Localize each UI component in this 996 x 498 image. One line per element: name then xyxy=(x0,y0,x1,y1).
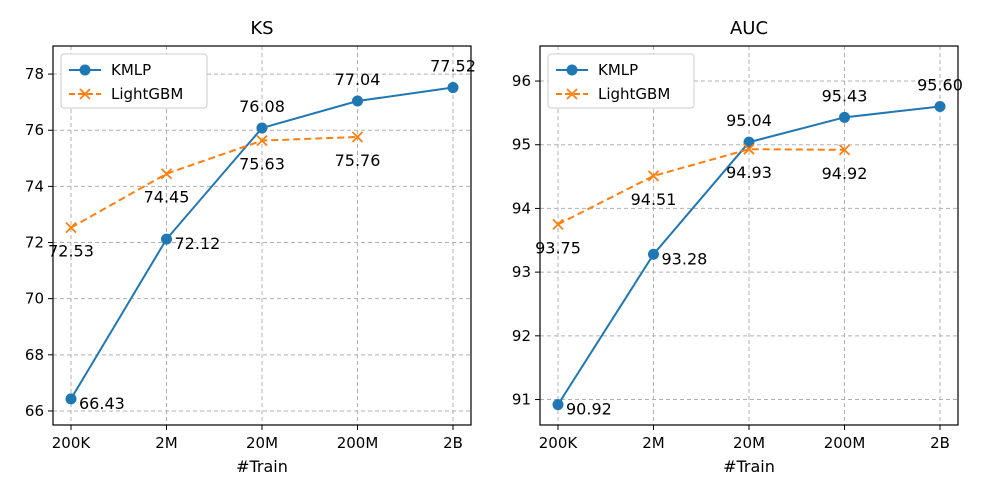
data-label: 72.12 xyxy=(175,234,221,253)
data-label: 77.52 xyxy=(430,57,476,76)
x-tick-label: 200K xyxy=(539,434,579,452)
legend-marker xyxy=(566,64,578,76)
data-label: 75.76 xyxy=(335,151,381,170)
legend-label: LightGBM xyxy=(111,85,183,103)
data-label: 94.92 xyxy=(822,164,868,183)
lightgbm-point xyxy=(65,222,77,234)
chart-title: KS xyxy=(250,18,273,39)
x-tick-label: 200M xyxy=(337,434,379,452)
legend: KMLP LightGBM xyxy=(60,53,208,109)
kmlp-point xyxy=(934,101,946,113)
x-tick-label: 2M xyxy=(155,434,178,452)
data-label: 72.53 xyxy=(48,242,94,261)
data-label: 95.43 xyxy=(822,86,868,105)
y-tick-label: 95 xyxy=(512,136,531,154)
lightgbm-point xyxy=(256,134,268,147)
y-tick-label: 92 xyxy=(512,327,531,345)
data-label: 93.75 xyxy=(535,238,581,257)
legend-entry-lightgbm: LightGBM xyxy=(556,85,670,103)
y-tick-label: 66 xyxy=(25,402,44,420)
data-label: 94.93 xyxy=(726,163,772,182)
lightgbm-line xyxy=(70,135,358,229)
x-tick-label: 2B xyxy=(443,434,463,452)
legend-label: LightGBM xyxy=(598,85,670,103)
plot-frame xyxy=(52,45,472,426)
lightgbm-point xyxy=(160,168,173,180)
y-tick-label: 76 xyxy=(25,121,44,139)
lightgbm-point xyxy=(838,144,851,156)
kmlp-point xyxy=(352,95,363,107)
x-tick-label: 200M xyxy=(824,434,866,452)
kmlp-point xyxy=(161,233,172,245)
legend-label: KMLP xyxy=(111,61,151,79)
kmlp-point xyxy=(839,111,850,123)
y-tick-label: 72 xyxy=(25,234,44,252)
y-tick-label: 94 xyxy=(512,199,531,217)
chart-title: AUC xyxy=(730,18,768,39)
data-label: 90.92 xyxy=(566,400,612,419)
data-label: 93.28 xyxy=(662,249,708,268)
lightgbm-point xyxy=(647,170,660,182)
lightgbm-point xyxy=(743,143,755,155)
legend-marker xyxy=(79,64,91,76)
legend-marker xyxy=(566,88,578,100)
data-label: 76.08 xyxy=(239,97,285,116)
x-tick-label: 20M xyxy=(733,434,765,452)
kmlp-point xyxy=(256,122,268,134)
x-tick-label: 20M xyxy=(246,434,278,452)
y-tick-label: 93 xyxy=(512,263,531,281)
plot-frame xyxy=(539,45,959,426)
y-tick-label: 78 xyxy=(25,65,44,83)
legend-marker xyxy=(79,88,91,100)
y-tick-label: 91 xyxy=(512,391,531,409)
y-tick-label: 74 xyxy=(25,177,44,195)
y-tick-label: 70 xyxy=(25,290,44,308)
data-label: 94.51 xyxy=(631,190,677,209)
x-axis-label: #Train xyxy=(236,457,288,476)
x-axis-label: #Train xyxy=(723,457,775,476)
legend-entry-kmlp: KMLP xyxy=(69,61,151,79)
legend: KMLP LightGBM xyxy=(547,53,695,109)
chart-auc: 91 92 93 94 95 96 200K 2M 20M 200M 2B AUC #Train 90.9… xyxy=(512,18,963,476)
y-tick-label: 68 xyxy=(25,346,44,364)
data-label: 95.04 xyxy=(726,111,772,130)
data-label: 74.45 xyxy=(144,188,190,207)
chart-ks: 66 68 70 72 74 76 78 200K 2M 20M 200M 2B KS #Train 66.… xyxy=(25,18,476,476)
kmlp-point xyxy=(552,399,564,411)
lightgbm-point xyxy=(351,131,364,143)
lightgbm-line xyxy=(557,148,845,226)
data-label: 95.60 xyxy=(917,76,963,95)
lightgbm-point xyxy=(552,218,564,230)
y-tick-label: 96 xyxy=(512,72,531,90)
kmlp-point xyxy=(65,393,77,405)
data-label: 66.43 xyxy=(79,394,125,413)
legend-label: KMLP xyxy=(598,61,638,79)
legend-entry-kmlp: KMLP xyxy=(556,61,638,79)
kmlp-point xyxy=(447,82,459,94)
data-label: 77.04 xyxy=(335,70,381,89)
x-tick-label: 200K xyxy=(52,434,92,452)
kmlp-point xyxy=(648,248,659,260)
data-label: 75.63 xyxy=(239,155,285,174)
x-tick-label: 2B xyxy=(930,434,950,452)
x-tick-label: 2M xyxy=(642,434,665,452)
legend-entry-lightgbm: LightGBM xyxy=(69,85,183,103)
kmlp-point xyxy=(743,136,755,148)
